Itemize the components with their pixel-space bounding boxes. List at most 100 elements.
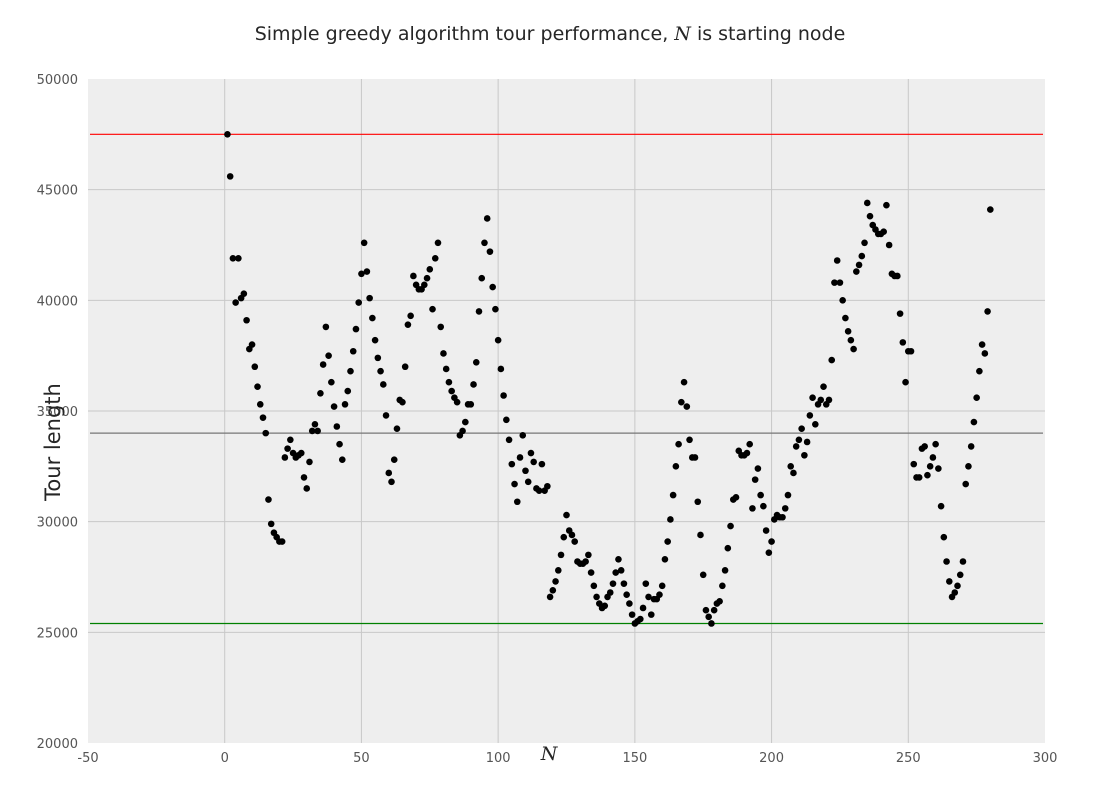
data-point [554, 567, 562, 574]
data-point [459, 427, 466, 435]
data-point [325, 352, 332, 359]
data-point [560, 533, 568, 541]
data-point [921, 443, 928, 450]
data-point [297, 449, 305, 457]
x-tick-label: 50 [353, 751, 370, 766]
data-point [710, 606, 718, 614]
data-point [606, 589, 614, 596]
data-point [981, 350, 989, 357]
chart-title: Simple greedy algorithm tour performance… [255, 23, 846, 45]
data-point [421, 281, 428, 289]
data-point [935, 465, 942, 472]
data-point [426, 266, 434, 273]
chart-title-prefix: Simple greedy algorithm tour performance… [255, 23, 675, 45]
data-point [358, 270, 365, 278]
data-point [338, 456, 346, 463]
data-point [746, 440, 753, 448]
data-point [806, 412, 814, 419]
data-point [844, 328, 852, 335]
y-axis-ticks: 20000 25000 30000 35000 40000 45000 50000 [37, 73, 78, 752]
data-point [910, 460, 918, 468]
data-point [984, 308, 991, 315]
data-point [224, 131, 231, 138]
data-point [317, 389, 324, 397]
data-point [798, 425, 805, 433]
data-point [956, 571, 964, 579]
data-point [664, 538, 671, 545]
data-point [779, 513, 786, 521]
data-point [341, 401, 349, 408]
data-point [790, 469, 797, 477]
data-point [932, 440, 939, 448]
data-point [809, 394, 816, 402]
data-point [431, 254, 439, 262]
data-point [645, 593, 652, 601]
x-tick-label: 150 [622, 751, 647, 766]
data-point [817, 396, 825, 404]
data-point [524, 478, 532, 486]
data-point [896, 310, 904, 317]
data-point [442, 365, 450, 373]
data-point [557, 551, 565, 559]
data-point [287, 436, 294, 444]
data-point [300, 474, 308, 481]
data-point [724, 544, 732, 552]
data-point [538, 460, 546, 468]
data-point [880, 228, 887, 236]
data-point [503, 416, 510, 424]
y-axis-label: Tour length [41, 383, 65, 502]
data-point [319, 361, 327, 368]
data-point [967, 443, 975, 450]
data-point [861, 239, 868, 247]
data-point [360, 239, 368, 247]
data-point [628, 611, 636, 618]
data-point [590, 582, 598, 590]
data-point [907, 347, 915, 355]
data-point [347, 367, 354, 375]
data-point [973, 394, 980, 402]
data-point [243, 316, 250, 324]
data-point [429, 305, 436, 313]
data-point [743, 449, 751, 457]
data-point [812, 420, 819, 428]
data-point [626, 600, 633, 607]
data-point [404, 321, 412, 328]
data-point [792, 443, 800, 450]
data-point [262, 429, 270, 437]
data-point [820, 383, 827, 390]
data-point [883, 201, 890, 209]
data-point [705, 613, 712, 621]
data-point [478, 274, 486, 282]
data-point [617, 567, 625, 574]
data-point [951, 589, 959, 596]
x-tick-label: 300 [1033, 751, 1058, 766]
data-point [691, 454, 699, 461]
x-tick-label: 250 [896, 751, 921, 766]
data-point [940, 533, 948, 541]
data-point [235, 254, 242, 262]
data-point [587, 569, 595, 576]
data-point [836, 279, 844, 286]
data-point [620, 580, 628, 587]
data-point [448, 387, 455, 395]
data-point [328, 378, 335, 386]
data-point [839, 297, 846, 304]
data-point [593, 593, 600, 601]
data-point [784, 491, 792, 499]
data-point [497, 365, 505, 373]
data-point [970, 418, 978, 426]
data-point [680, 378, 688, 386]
grid-lines [88, 79, 1045, 743]
data-point [363, 268, 371, 275]
data-point [795, 436, 803, 444]
data-point [959, 558, 967, 565]
data-point [232, 299, 239, 306]
data-point [765, 549, 773, 556]
data-point [601, 602, 609, 610]
data-point [894, 272, 901, 280]
data-point [639, 604, 647, 612]
data-point [311, 420, 319, 428]
data-point [686, 436, 693, 444]
data-point [549, 586, 557, 594]
